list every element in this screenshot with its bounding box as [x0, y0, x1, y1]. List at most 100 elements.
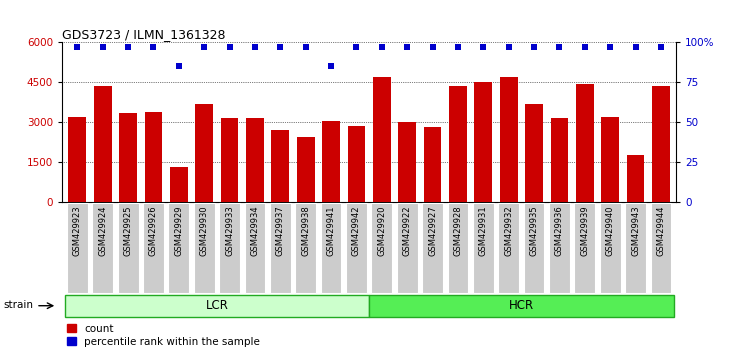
Text: GSM429926: GSM429926 [149, 205, 158, 256]
Bar [371, 203, 393, 293]
Bar [575, 203, 595, 293]
Bar [447, 203, 469, 293]
Text: LCR: LCR [205, 299, 228, 312]
Bar [652, 86, 670, 202]
Text: GSM429940: GSM429940 [606, 205, 615, 256]
Point [605, 45, 616, 50]
Point [629, 45, 641, 50]
Text: GSM429922: GSM429922 [403, 205, 412, 256]
Text: GSM429928: GSM429928 [453, 205, 463, 256]
Point [503, 45, 515, 50]
Text: GSM429935: GSM429935 [529, 205, 539, 256]
Bar [297, 137, 314, 202]
Bar [369, 295, 674, 318]
Bar [397, 203, 417, 293]
Bar [168, 203, 189, 293]
Text: GSM429933: GSM429933 [225, 205, 234, 256]
Text: GSM429938: GSM429938 [301, 205, 310, 256]
Bar [64, 295, 369, 318]
Bar [602, 117, 619, 202]
Bar [473, 203, 493, 293]
Bar [626, 155, 645, 202]
Bar [322, 121, 340, 202]
Bar [474, 82, 492, 202]
Bar [499, 203, 519, 293]
Point [224, 45, 235, 50]
Text: GSM429924: GSM429924 [98, 205, 107, 256]
Point [325, 64, 337, 69]
Point [249, 45, 261, 50]
Bar [67, 203, 88, 293]
Bar [145, 112, 162, 202]
Bar [69, 117, 86, 202]
Bar [625, 203, 646, 293]
Bar [500, 77, 518, 202]
Text: GSM429943: GSM429943 [631, 205, 640, 256]
Bar [118, 203, 138, 293]
Text: GSM429927: GSM429927 [428, 205, 437, 256]
Bar [119, 113, 137, 202]
Bar [600, 203, 621, 293]
Bar [550, 118, 568, 202]
Text: GDS3723 / ILMN_1361328: GDS3723 / ILMN_1361328 [62, 28, 226, 41]
Point [351, 45, 363, 50]
Point [275, 45, 287, 50]
Bar [424, 127, 442, 202]
Bar [576, 84, 594, 202]
Text: GSM429931: GSM429931 [479, 205, 488, 256]
Text: GSM429934: GSM429934 [251, 205, 260, 256]
Bar [295, 203, 316, 293]
Point [376, 45, 387, 50]
Point [427, 45, 439, 50]
Point [72, 45, 83, 50]
Bar [346, 203, 367, 293]
Bar [195, 104, 213, 202]
Point [300, 45, 311, 50]
Bar [143, 203, 164, 293]
Bar [271, 130, 289, 202]
Bar [347, 126, 366, 202]
Bar [449, 86, 467, 202]
Bar [245, 203, 265, 293]
Text: GSM429936: GSM429936 [555, 205, 564, 256]
Point [655, 45, 667, 50]
Point [148, 45, 159, 50]
Point [529, 45, 540, 50]
Bar [651, 203, 671, 293]
Text: GSM429941: GSM429941 [327, 205, 336, 256]
Bar [523, 203, 545, 293]
Bar [219, 203, 240, 293]
Bar [221, 118, 238, 202]
Point [477, 45, 489, 50]
Text: GSM429944: GSM429944 [656, 205, 665, 256]
Bar [246, 118, 264, 202]
Bar [549, 203, 570, 293]
Text: HCR: HCR [509, 299, 534, 312]
Text: GSM429939: GSM429939 [580, 205, 589, 256]
Text: GSM429932: GSM429932 [504, 205, 513, 256]
Bar [170, 167, 188, 202]
Bar [94, 86, 112, 202]
Text: GSM429942: GSM429942 [352, 205, 361, 256]
Text: GSM429937: GSM429937 [276, 205, 285, 256]
Bar [270, 203, 291, 293]
Bar [92, 203, 113, 293]
Text: GSM429923: GSM429923 [73, 205, 82, 256]
Legend: count, percentile rank within the sample: count, percentile rank within the sample [67, 324, 260, 347]
Bar [321, 203, 341, 293]
Point [97, 45, 109, 50]
Point [122, 45, 134, 50]
Text: GSM429925: GSM429925 [124, 205, 132, 256]
Point [401, 45, 413, 50]
Bar [423, 203, 443, 293]
Point [579, 45, 591, 50]
Text: GSM429920: GSM429920 [377, 205, 387, 256]
Point [553, 45, 565, 50]
Bar [398, 122, 416, 202]
Text: strain: strain [3, 300, 33, 310]
Bar [373, 77, 391, 202]
Point [173, 64, 185, 69]
Point [198, 45, 210, 50]
Point [452, 45, 463, 50]
Bar [194, 203, 215, 293]
